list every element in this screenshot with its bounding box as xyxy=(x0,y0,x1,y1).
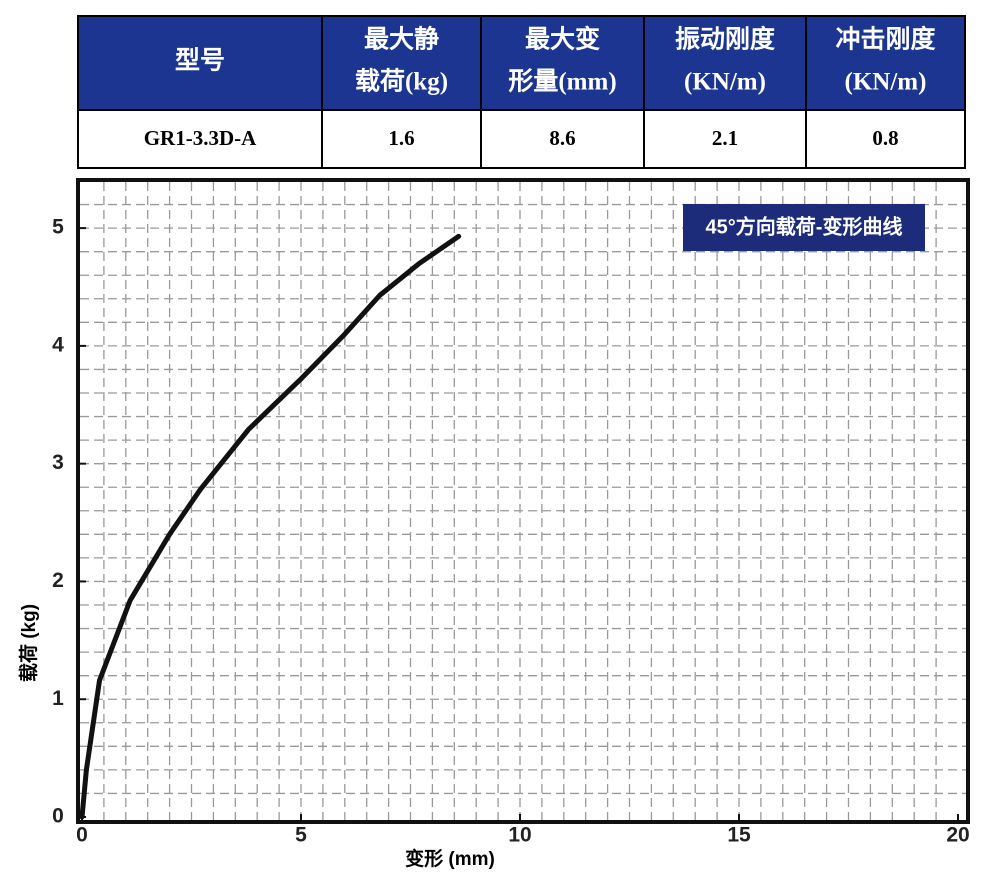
y-tick-label: 3 xyxy=(52,451,64,474)
plot-frame xyxy=(76,178,970,824)
chart-title: 45°方向载荷-变形曲线 xyxy=(706,214,903,238)
table-header-cell: 振动刚度 xyxy=(675,25,775,54)
table-border xyxy=(77,15,966,169)
table-header-cell: 型号 xyxy=(175,47,225,75)
table-header-cell: 最大静 xyxy=(364,25,439,54)
title-box xyxy=(683,204,925,251)
grid xyxy=(80,182,966,820)
table-cell: 2.1 xyxy=(712,126,738,150)
table-header-cell: 形量(mm) xyxy=(508,68,616,96)
table-header-cell: 冲击刚度 xyxy=(835,25,935,54)
x-tick-label: 0 xyxy=(76,824,88,847)
table-cell: GR1-3.3D-A xyxy=(144,126,257,150)
table-cell: 8.6 xyxy=(549,126,575,150)
table-header-cell: (KN/m) xyxy=(684,69,766,96)
table-header-cell: (KN/m) xyxy=(845,69,927,96)
x-tick-label: 20 xyxy=(946,824,969,847)
y-tick-label: 0 xyxy=(52,805,64,828)
x-axis-label: 变形 (mm) xyxy=(405,847,495,870)
table-header-bg xyxy=(78,16,965,110)
data-line xyxy=(79,233,462,820)
table-cell: 0.8 xyxy=(872,126,898,150)
x-tick-label: 5 xyxy=(295,824,307,847)
x-tick-label: 10 xyxy=(508,824,531,847)
y-tick-label: 5 xyxy=(52,216,64,239)
y-tick-label: 2 xyxy=(52,569,64,592)
y-tick-label: 1 xyxy=(52,687,64,710)
table-header-cell: 最大变 xyxy=(525,25,600,54)
table-cell: 1.6 xyxy=(388,126,414,150)
y-axis-label: 载荷 (kg) xyxy=(17,604,40,682)
y-tick-label: 4 xyxy=(52,333,64,356)
x-tick-label: 15 xyxy=(727,824,751,847)
table-header-cell: 载荷(kg) xyxy=(355,68,448,96)
